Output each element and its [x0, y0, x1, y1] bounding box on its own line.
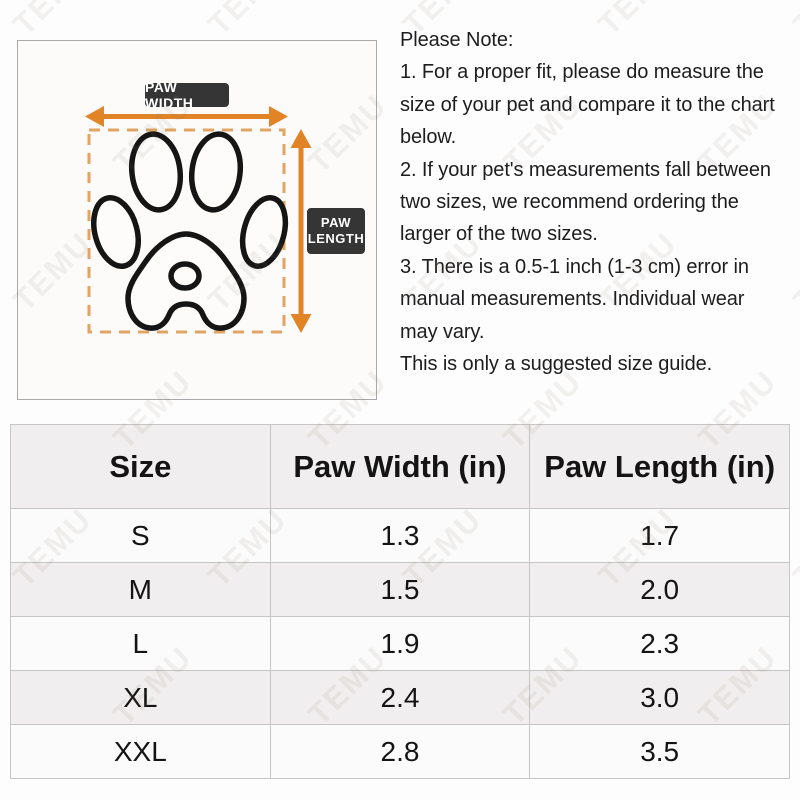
- paw-width-badge: PAW WIDTH: [145, 79, 229, 111]
- size-cell: XL: [10, 670, 271, 725]
- table-header-row: Size Paw Width (in) Paw Length (in): [10, 424, 790, 509]
- paw-width-badge-label: PAW WIDTH: [145, 79, 194, 111]
- temu-watermark: TEMU: [6, 0, 99, 43]
- note-line-10: This is only a suggested size guide.: [400, 353, 713, 376]
- paw-length-badge-label-line1: PAW: [320, 215, 352, 230]
- note-line-1: 1. For a proper fit, please do measure t…: [400, 61, 764, 84]
- size-cell: L: [10, 616, 271, 671]
- size-cell: S: [10, 508, 271, 563]
- paw-pad-hole: [168, 261, 202, 291]
- paw-print: [91, 131, 289, 331]
- header-paw-width: Paw Width (in): [269, 424, 531, 509]
- paw-length-cell: 2.3: [529, 616, 790, 671]
- paw-width-cell: 2.8: [269, 724, 531, 779]
- note-line-3: below.: [400, 126, 457, 149]
- paw-width-cell: 1.9: [269, 616, 531, 671]
- paw-toe-inner-right: [188, 131, 244, 213]
- paw-toe-outer-left: [91, 195, 141, 269]
- table-row-xxl: XXL 2.8 3.5: [10, 724, 790, 779]
- note-line-5: two sizes, we recommend ordering the: [400, 191, 739, 214]
- temu-watermark: TEMU: [786, 225, 800, 318]
- paw-toe-inner-left: [128, 131, 184, 213]
- table-row-s: S 1.3 1.7: [10, 508, 790, 563]
- note-line-7: 3. There is a 0.5-1 inch (1-3 cm) error …: [400, 255, 749, 278]
- note-line-8: manual measurements. Individual wear: [400, 288, 745, 311]
- paw-measure-diagram: PAW WIDTH PAW LENGTH: [17, 40, 377, 400]
- note-section: Please Note: 1. For a proper fit, please…: [400, 24, 775, 380]
- size-cell: M: [10, 562, 271, 617]
- note-line-9: may vary.: [400, 320, 485, 343]
- paw-length-badge: PAW LENGTH: [307, 208, 365, 254]
- table-row-m: M 1.5 2.0: [10, 562, 790, 617]
- paw-length-arrow: [290, 129, 312, 333]
- paw-length-cell: 1.7: [529, 508, 790, 563]
- paw-length-cell: 3.5: [529, 724, 790, 779]
- paw-width-cell: 1.3: [269, 508, 531, 563]
- paw-diagram-svg: [85, 106, 312, 334]
- paw-length-cell: 3.0: [529, 670, 790, 725]
- header-size: Size: [10, 424, 271, 509]
- note-line-6: larger of the two sizes.: [400, 223, 598, 246]
- temu-watermark: TEMU: [201, 0, 294, 43]
- paw-length-cell: 2.0: [529, 562, 790, 617]
- table-row-l: L 1.9 2.3: [10, 616, 790, 671]
- paw-toe-outer-right: [239, 195, 289, 269]
- header-paw-length: Paw Length (in): [529, 424, 790, 509]
- note-line-2: size of your pet and compare it to the c…: [400, 93, 775, 116]
- paw-width-cell: 2.4: [269, 670, 531, 725]
- note-line-4: 2. If your pet's measurements fall betwe…: [400, 158, 771, 181]
- note-title: Please Note:: [400, 29, 514, 51]
- paw-width-arrow: [85, 106, 288, 127]
- size-chart-table: Size Paw Width (in) Paw Length (in) S 1.…: [10, 424, 790, 779]
- paw-length-badge-label-line2: LENGTH: [307, 231, 365, 246]
- table-row-xl: XL 2.4 3.0: [10, 670, 790, 725]
- paw-width-cell: 1.5: [269, 562, 531, 617]
- temu-watermark: TEMU: [786, 0, 800, 43]
- size-cell: XXL: [10, 724, 271, 779]
